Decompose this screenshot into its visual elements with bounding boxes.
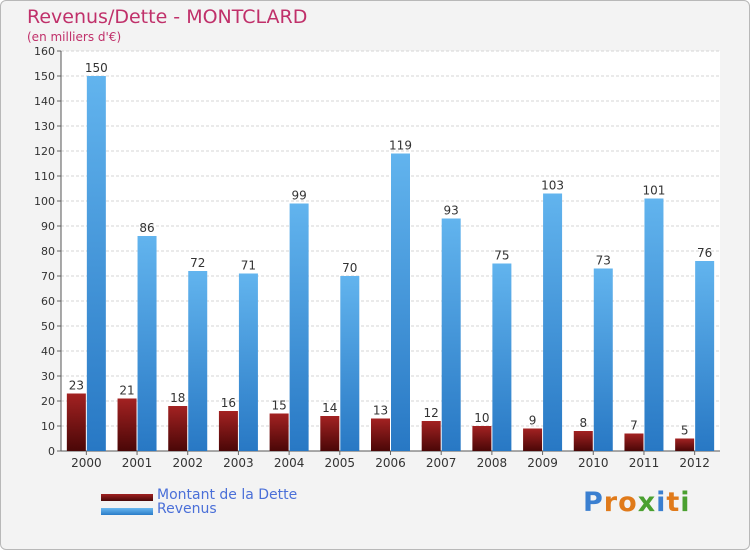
data-label-revenus: 86 [139,221,154,235]
logo-letter: r [603,487,619,518]
y-tick-label: 120 [34,145,55,158]
x-tick-label: 2001 [122,456,153,470]
bar-dette [675,438,695,451]
data-label-dette: 12 [424,406,439,420]
bar-dette [218,411,238,451]
x-tick-label: 2006 [375,456,406,470]
x-tick-label: 2000 [71,456,102,470]
y-tick-label: 70 [41,270,55,283]
bar-dette [168,406,188,451]
data-label-dette: 23 [69,379,84,393]
bar-revenus [441,218,461,451]
bar-dette [573,431,593,451]
logo-letter: o [618,487,638,518]
data-label-dette: 13 [373,404,388,418]
y-tick-label: 90 [41,220,55,233]
x-tick-label: 2003 [223,456,254,470]
x-tick-label: 2005 [325,456,356,470]
data-label-revenus: 76 [697,246,712,260]
bar-revenus [593,268,613,451]
logo-letter: P [583,487,604,518]
bar-revenus [340,276,360,451]
data-label-revenus: 150 [85,61,108,75]
x-tick-label: 2011 [629,456,660,470]
bar-dette [66,393,86,451]
data-label-revenus: 119 [389,139,412,153]
bar-revenus [289,203,309,451]
data-label-dette: 14 [322,401,337,415]
y-tick-label: 110 [34,170,55,183]
bar-revenus [543,193,563,451]
y-tick-label: 80 [41,245,55,258]
proxiti-logo: Proxiti [583,487,691,518]
bar-revenus [492,263,512,451]
data-label-dette: 16 [221,396,236,410]
legend-swatch-dette [101,494,153,501]
x-tick-label: 2012 [679,456,710,470]
data-label-dette: 9 [529,414,537,428]
x-tick-label: 2010 [578,456,609,470]
bar-revenus [391,153,410,451]
x-tick-label: 2008 [477,456,508,470]
legend-label-dette: Montant de la Dette [157,487,298,503]
data-label-revenus: 101 [643,184,666,198]
logo-letter: i [656,487,667,518]
data-label-revenus: 73 [596,254,611,268]
chart-title: Revenus/Dette - MONTCLARD [27,6,308,28]
data-label-dette: 18 [170,391,185,405]
data-label-dette: 7 [630,419,638,433]
x-tick-label: 2002 [172,456,203,470]
logo-letter: x [637,487,657,518]
y-tick-label: 0 [48,445,55,458]
bar-revenus [137,236,157,451]
data-label-dette: 10 [474,411,489,425]
data-label-dette: 5 [681,424,689,438]
data-label-revenus: 75 [494,249,509,263]
bar-dette [371,418,390,451]
y-tick-label: 60 [41,295,55,308]
y-tick-label: 40 [41,345,55,358]
logo-letter: t [666,487,681,518]
x-tick-label: 2007 [426,456,457,470]
data-label-dette: 21 [119,384,134,398]
data-label-dette: 8 [579,416,587,430]
y-tick-label: 150 [34,70,55,83]
data-label-dette: 15 [271,399,286,413]
bar-dette [624,433,644,451]
data-label-revenus: 71 [241,259,256,273]
y-tick-label: 20 [41,395,55,408]
y-tick-label: 10 [41,420,55,433]
y-tick-label: 160 [34,45,55,58]
x-tick-label: 2004 [274,456,305,470]
y-tick-label: 100 [34,195,55,208]
data-label-revenus: 99 [291,189,306,203]
bar-dette [117,398,137,451]
bar-dette [472,426,492,451]
data-label-revenus: 93 [444,204,459,218]
chart-subtitle: (en milliers d'€) [27,30,122,44]
bar-revenus [86,76,106,451]
bar-dette [421,421,441,451]
bar-dette [269,413,289,451]
bar-revenus [188,271,208,451]
data-label-revenus: 103 [541,179,564,193]
bar-revenus [238,273,258,451]
x-tick-label: 2009 [527,456,558,470]
legend-label-revenus: Revenus [157,501,217,517]
bar-revenus [644,198,664,451]
y-tick-label: 140 [34,95,55,108]
bar-revenus [695,261,715,451]
y-tick-label: 50 [41,320,55,333]
legend-swatch-revenus [101,508,153,515]
logo-letter: i [680,487,691,518]
bar-dette [523,428,543,451]
y-tick-label: 130 [34,120,55,133]
bar-dette [320,416,340,451]
data-label-revenus: 72 [190,256,205,270]
y-tick-label: 30 [41,370,55,383]
data-label-revenus: 70 [342,261,357,275]
